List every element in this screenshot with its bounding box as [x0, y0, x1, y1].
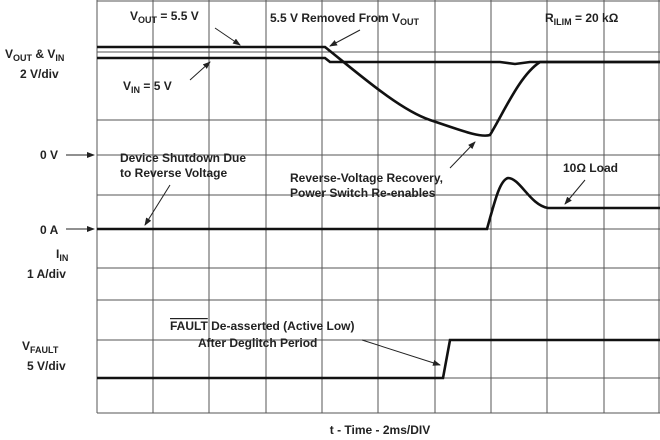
arrow — [361, 339, 441, 366]
annotation: 10Ω Load — [563, 161, 618, 175]
vout-trace — [97, 45, 660, 137]
annotation: Device Shutdown Due — [120, 151, 246, 165]
zero-a-label: 0 A — [40, 223, 59, 237]
annotation: VOUT = 5.5 V — [130, 9, 199, 25]
arrow — [189, 61, 211, 81]
vin-trace — [97, 56, 660, 66]
annotation: Reverse-Voltage Recovery, — [290, 171, 443, 185]
annotation: RILIM = 20 kΩ — [545, 11, 619, 27]
iin-label: IIN — [56, 247, 68, 263]
arrow — [564, 179, 586, 205]
annotation: After Deglitch Period — [198, 336, 317, 350]
vfault-trace — [97, 338, 660, 380]
arrow — [449, 141, 476, 169]
annotation: 5.5 V Removed From VOUT — [270, 11, 420, 27]
scale-label: 2 V/div — [20, 67, 59, 81]
arrow — [329, 29, 361, 47]
vout-vin-label: VOUT & VIN — [5, 47, 64, 63]
arrow — [144, 184, 171, 226]
scale-label: 1 A/div — [27, 267, 66, 281]
annotation: Power Switch Re-enables — [290, 186, 436, 200]
vfault-label: VFAULT — [22, 339, 59, 355]
scale-label: 5 V/div — [27, 359, 66, 373]
time-label: t - Time - 2ms/DIV — [330, 423, 430, 437]
zero-v-label: 0 V — [40, 148, 58, 162]
annotation: VIN = 5 V — [123, 79, 172, 95]
iin-trace — [97, 176, 660, 231]
annotation: FAULT De-asserted (Active Low) — [170, 319, 355, 333]
arrow — [214, 27, 241, 46]
annotation: to Reverse Voltage — [120, 166, 227, 180]
